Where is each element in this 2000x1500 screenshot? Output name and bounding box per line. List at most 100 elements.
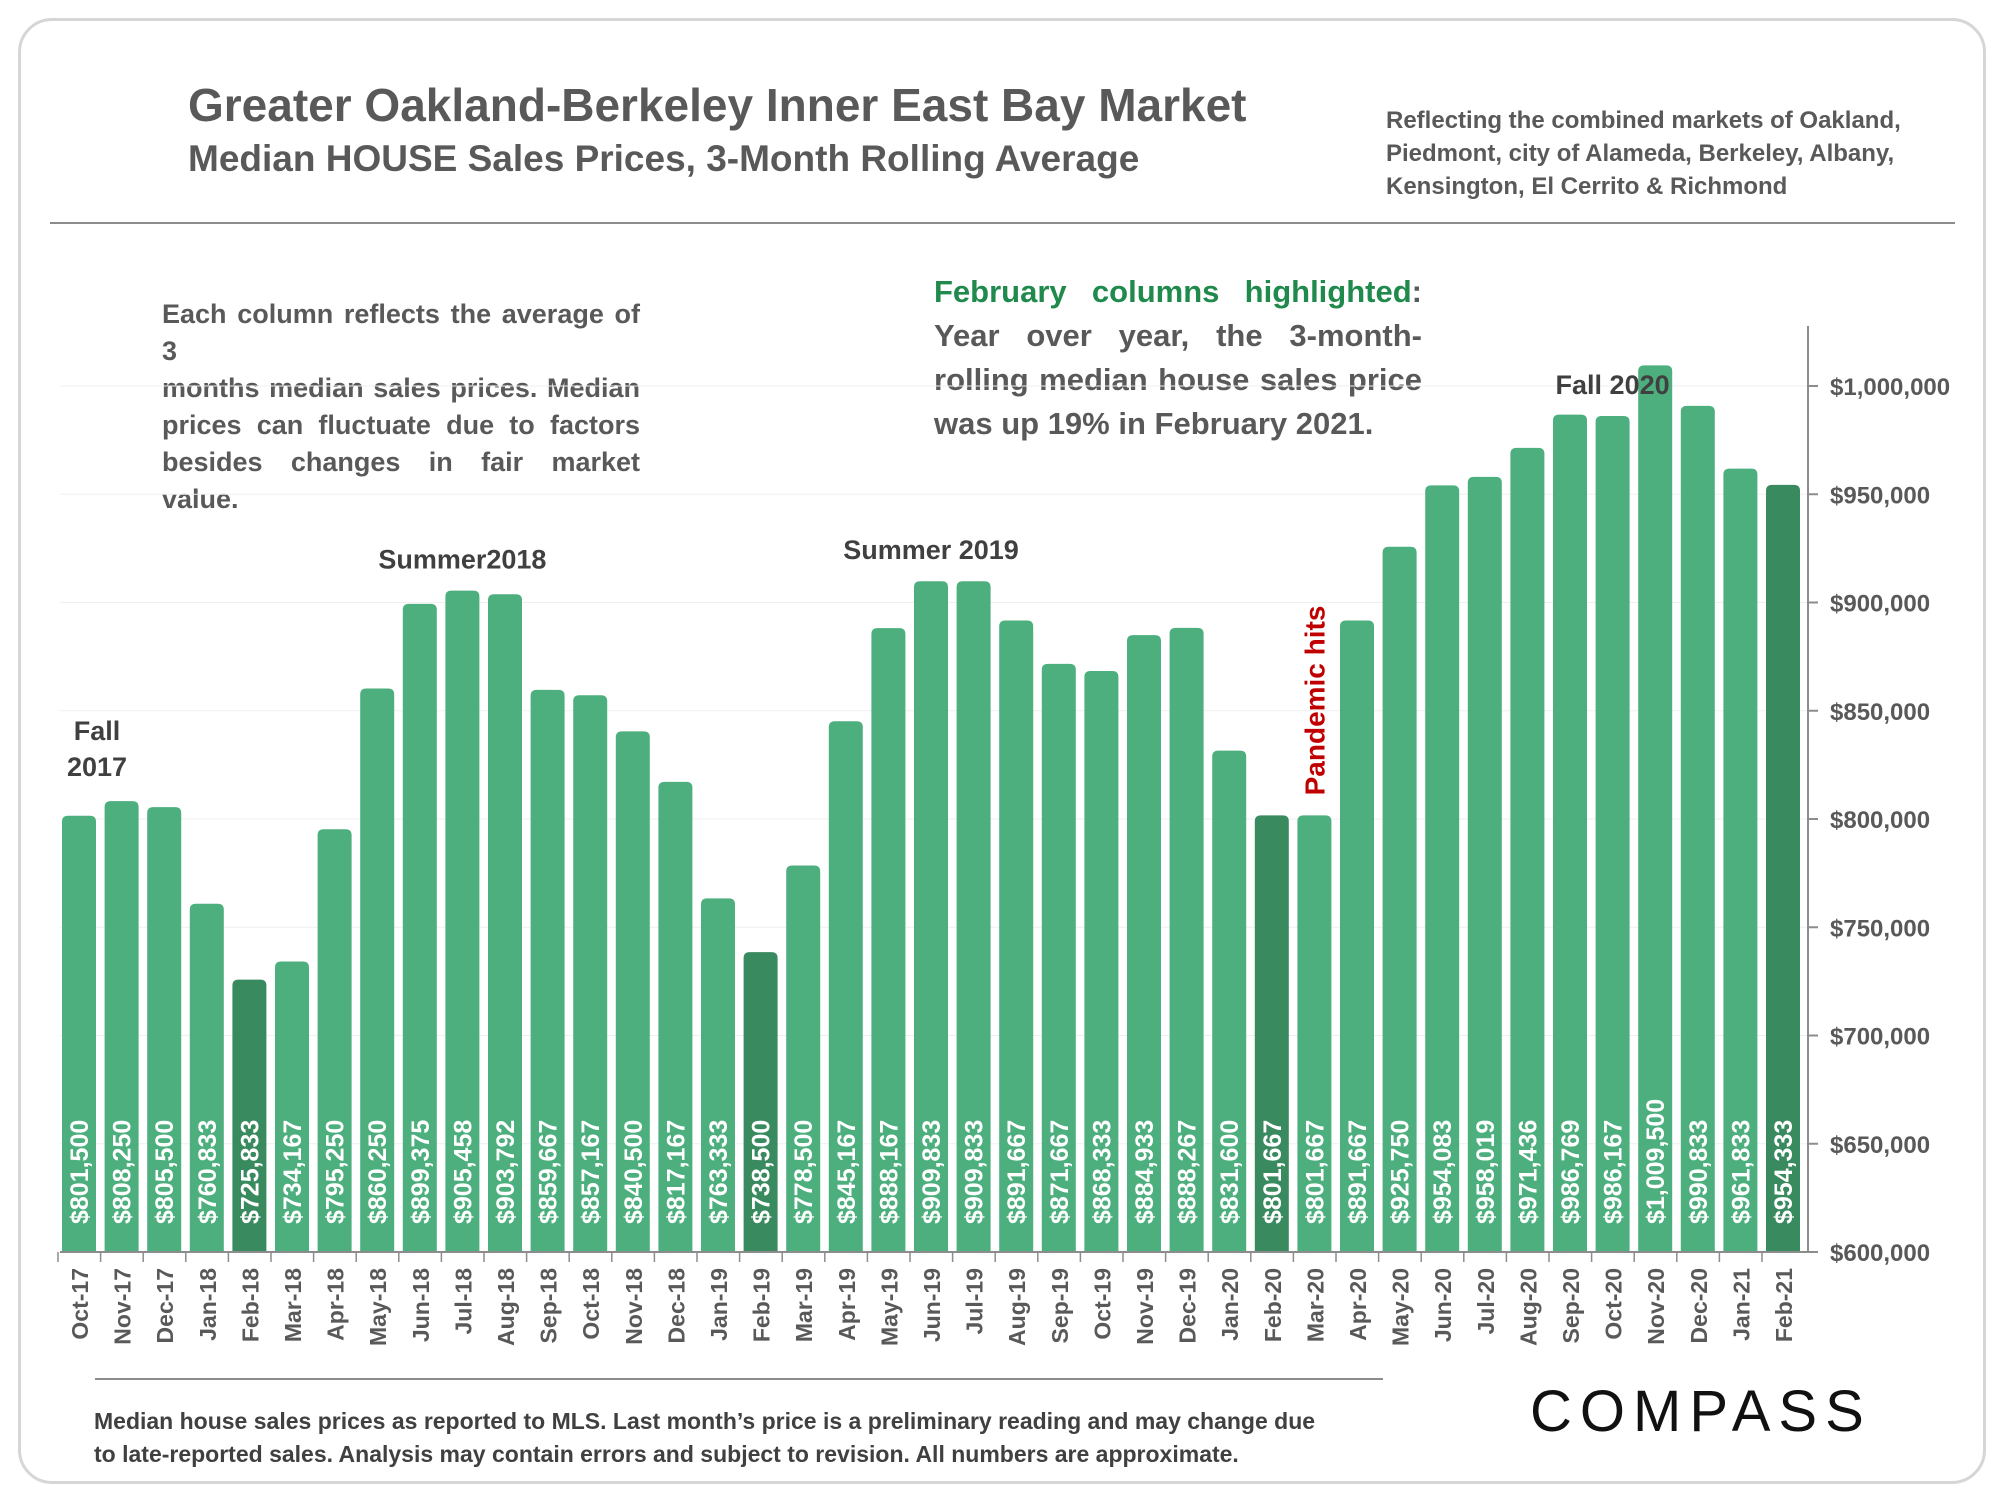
bar xyxy=(743,952,778,1252)
x-tick-label: Oct-19 xyxy=(1089,1268,1115,1340)
bar-value-label: $808,250 xyxy=(109,1120,137,1224)
bar xyxy=(1127,635,1161,1252)
bar-value-label: $986,769 xyxy=(1557,1120,1585,1224)
bar xyxy=(1041,663,1076,1252)
y-tick-label: $600,000 xyxy=(1830,1240,1930,1267)
annotation-label: 2017 xyxy=(67,752,127,782)
x-tick-label: May-20 xyxy=(1388,1268,1414,1346)
bar-value-label: $971,436 xyxy=(1514,1120,1542,1224)
bar-value-label: $760,833 xyxy=(194,1120,222,1224)
x-tick-label: Oct-18 xyxy=(578,1268,604,1340)
x-tick-label: Jun-19 xyxy=(919,1268,945,1342)
bar xyxy=(1467,476,1502,1252)
bar xyxy=(402,603,437,1252)
bar-value-label: $884,933 xyxy=(1131,1120,1159,1224)
bar-value-label: $801,667 xyxy=(1259,1120,1287,1224)
bar xyxy=(275,961,309,1252)
bar-value-label: $860,250 xyxy=(364,1120,392,1224)
bar-value-label: $738,500 xyxy=(748,1120,776,1224)
x-tick-label: Feb-20 xyxy=(1260,1268,1286,1342)
annotation-label: Summer 2019 xyxy=(843,535,1019,565)
annotation-label: Fall xyxy=(74,716,121,746)
x-tick-label: May-18 xyxy=(365,1268,391,1346)
february-heading-colon: : xyxy=(1411,274,1422,309)
bar-value-label: $857,167 xyxy=(577,1120,605,1224)
bar xyxy=(360,688,395,1252)
bar xyxy=(147,807,182,1252)
bar xyxy=(914,581,948,1252)
x-tick-label: May-19 xyxy=(876,1268,902,1346)
annotation-pandemic: Pandemic hits xyxy=(1299,606,1330,796)
methodology-note-line: prices can fluctuate due to factors xyxy=(162,410,640,440)
x-tick-label: Nov-17 xyxy=(110,1268,136,1345)
bar-value-label: $859,667 xyxy=(535,1120,563,1224)
compass-logo: COMPASS xyxy=(1530,1379,1872,1444)
x-tick-label: Dec-20 xyxy=(1686,1268,1712,1343)
bar-value-label: $805,500 xyxy=(151,1120,179,1224)
bar-value-label: $734,167 xyxy=(279,1120,307,1224)
february-note: February columns highlighted: Year over … xyxy=(934,270,1422,446)
footer-divider xyxy=(95,1378,1383,1380)
bar-value-label: $905,458 xyxy=(449,1120,477,1224)
february-highlight-text: February columns highlighted xyxy=(934,274,1412,309)
bar-value-label: $990,833 xyxy=(1685,1120,1713,1224)
x-tick-label: Nov-20 xyxy=(1643,1268,1669,1345)
bar xyxy=(1297,815,1332,1252)
footer-line: Median house sales prices as reported to… xyxy=(94,1408,1316,1434)
x-tick-label: Mar-19 xyxy=(791,1268,817,1342)
x-tick-label: Jul-18 xyxy=(450,1268,476,1335)
bar-value-label: $763,333 xyxy=(705,1120,733,1224)
bar-value-label: $954,083 xyxy=(1429,1120,1457,1224)
bar-value-label: $845,167 xyxy=(833,1120,861,1224)
market-description-line: Reflecting the combined markets of Oakla… xyxy=(1386,107,1901,134)
x-tick-label: Apr-20 xyxy=(1345,1268,1371,1341)
bar xyxy=(871,628,906,1252)
x-tick-label: Feb-21 xyxy=(1771,1268,1797,1342)
bar-value-label: $899,375 xyxy=(407,1120,435,1224)
x-tick-label: Aug-18 xyxy=(493,1268,519,1346)
market-description-line: Piedmont, city of Alameda, Berkeley, Alb… xyxy=(1386,140,1895,167)
x-tick-label: Feb-18 xyxy=(237,1268,263,1342)
bar-value-label: $891,667 xyxy=(1344,1120,1372,1224)
y-tick-label: $800,000 xyxy=(1830,807,1930,834)
bar-value-label: $888,267 xyxy=(1174,1120,1202,1224)
bar-value-label: $888,167 xyxy=(875,1120,903,1224)
bar-value-label: $868,333 xyxy=(1088,1120,1116,1224)
annotation-label: Summer2018 xyxy=(378,545,546,575)
footer-disclaimer: Median house sales prices as reported to… xyxy=(94,1405,1394,1471)
annotation-label: Fall 2020 xyxy=(1556,370,1670,400)
y-tick-label: $1,000,000 xyxy=(1830,374,1950,401)
bar xyxy=(828,721,863,1252)
x-tick-label: Jul-20 xyxy=(1473,1268,1499,1334)
x-tick-label: Feb-19 xyxy=(749,1268,775,1342)
x-tick-label: Jun-18 xyxy=(408,1268,434,1342)
market-description-line: Kensington, El Cerrito & Richmond xyxy=(1386,173,1788,200)
chart-title: Greater Oakland-Berkeley Inner East Bay … xyxy=(188,79,1247,131)
bar-value-label: $801,667 xyxy=(1301,1120,1329,1224)
y-tick-label: $900,000 xyxy=(1830,591,1930,618)
x-tick-label: Jun-20 xyxy=(1430,1268,1456,1342)
bar xyxy=(1382,546,1417,1252)
bar xyxy=(1680,405,1715,1252)
bar-value-label: $778,500 xyxy=(790,1120,818,1224)
bar xyxy=(1766,484,1800,1253)
methodology-note-line: Each column reflects the average of 3 xyxy=(162,299,640,366)
bar xyxy=(701,898,735,1252)
bar xyxy=(1638,365,1673,1252)
bar xyxy=(1723,468,1758,1252)
bar xyxy=(1084,671,1119,1252)
bar xyxy=(445,590,480,1252)
bar xyxy=(530,689,565,1252)
february-note-heading: February columns highlighted: xyxy=(934,270,1422,314)
y-tick-label: $850,000 xyxy=(1830,699,1930,726)
x-tick-label: Nov-18 xyxy=(621,1268,647,1345)
x-tick-label: Jan-18 xyxy=(195,1268,221,1341)
bar-value-label: $801,500 xyxy=(66,1120,94,1224)
x-tick-label: Oct-20 xyxy=(1601,1268,1627,1340)
bar-value-label: $954,333 xyxy=(1770,1120,1798,1224)
bar xyxy=(232,979,267,1252)
bar xyxy=(62,815,96,1252)
x-tick-label: Sep-20 xyxy=(1558,1268,1584,1343)
february-note-line: rolling median house sales price xyxy=(934,362,1422,397)
bar-value-label: $1,009,500 xyxy=(1642,1099,1670,1224)
